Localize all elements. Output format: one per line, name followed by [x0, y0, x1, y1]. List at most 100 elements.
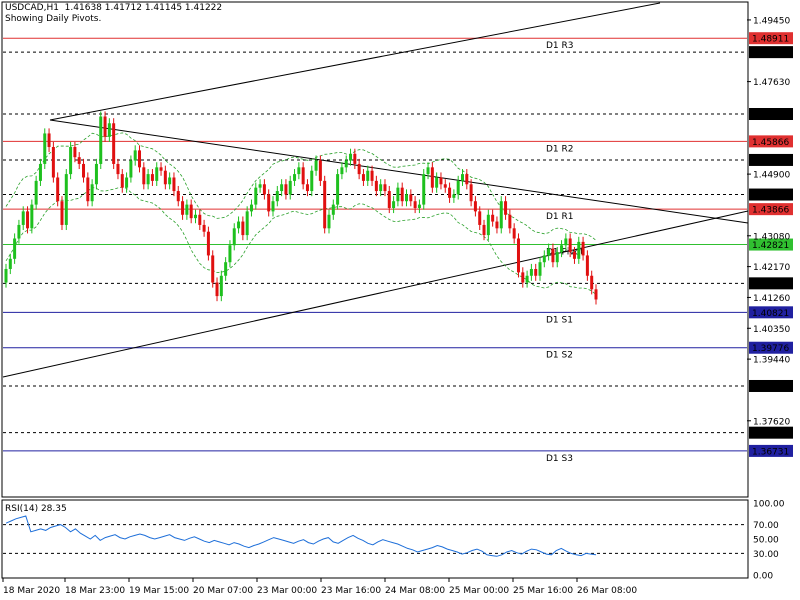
candle-body	[176, 191, 180, 202]
pivot-name: D1 S2	[546, 351, 573, 361]
candle-body	[224, 262, 228, 276]
candle-body	[430, 167, 434, 188]
candle-body	[125, 177, 129, 188]
candle-body	[90, 184, 94, 202]
candle-body	[215, 282, 219, 297]
rsi-plot-frame	[1, 499, 749, 579]
candle-body	[254, 187, 258, 205]
candle-body	[349, 153, 353, 161]
candle-body	[129, 160, 133, 178]
lower-band	[5, 186, 597, 295]
candle-body	[443, 184, 447, 188]
candle-body	[293, 174, 297, 181]
trendlines[interactable]	[2, 2, 749, 378]
pivot-price-tag	[749, 32, 793, 45]
candle-body	[51, 147, 55, 178]
pivot-price-label: 1.39776	[752, 344, 789, 354]
x-tick-label: 18 Mar 2020	[3, 586, 60, 596]
candle-body	[193, 214, 197, 219]
candle-body	[262, 184, 266, 195]
main-plot-frame	[1, 1, 749, 498]
candle-body	[405, 194, 409, 202]
candle-body	[103, 116, 107, 137]
pivot-name: D1 S1	[546, 315, 573, 325]
candle-body	[551, 248, 555, 263]
candle-body	[508, 214, 512, 229]
lower-trendline[interactable]	[2, 210, 749, 378]
candle-body	[99, 116, 103, 164]
candle-body	[258, 184, 262, 188]
candle-body	[318, 160, 322, 181]
price-axis: 1.49450 1.47630 1.44900 1.43080 1.42170 1.412…	[747, 16, 790, 427]
x-tick-label: 24 Mar 08:00	[385, 586, 445, 596]
candle-body	[198, 214, 202, 225]
candle-body	[21, 211, 25, 225]
candle-body	[219, 275, 223, 297]
candle-body	[387, 191, 391, 208]
y-tick-label: 1.43080	[753, 232, 790, 242]
candle-body	[284, 184, 288, 195]
candle-body	[499, 201, 503, 229]
candle-body	[82, 163, 86, 178]
chart-subtitle: Showing Daily Pivots.	[5, 14, 102, 24]
candle-body	[361, 174, 365, 181]
candle-body	[357, 163, 361, 175]
x-tick-label: 18 Mar 23:00	[65, 586, 125, 596]
pivot-price-tag	[749, 306, 793, 319]
candle-body	[181, 201, 185, 215]
candle-body	[374, 180, 378, 192]
pivot-name: D1 S3	[546, 454, 573, 464]
candle-body	[13, 238, 17, 259]
candle-body	[26, 211, 30, 229]
rsi-line	[5, 515, 597, 557]
dashed-price-tag	[749, 108, 793, 121]
upper-trendline[interactable]	[49, 2, 661, 121]
x-tick-label: 26 Mar 08:00	[577, 586, 637, 596]
time-axis: 18 Mar 2020 18 Mar 23:00 19 Mar 15:00 20 Ma…	[2, 578, 637, 596]
candle-body	[271, 201, 275, 212]
x-tick-label: 19 Mar 15:00	[129, 586, 189, 596]
candle-body	[73, 147, 77, 158]
descending-trendline[interactable]	[49, 119, 749, 224]
rsi-tick-label: 0.00	[753, 572, 773, 582]
candle-body	[491, 214, 495, 222]
y-tick-label: 1.42170	[753, 263, 790, 273]
pivot-price-label: 1.36731	[752, 447, 789, 457]
candle-body	[486, 214, 490, 236]
pivot-price-label: 1.40821	[752, 309, 789, 319]
candle-body	[245, 211, 249, 236]
x-tick-label: 25 Mar 00:00	[449, 586, 509, 596]
pivot-price-tag	[749, 203, 793, 216]
candle-body	[331, 204, 335, 215]
candle-body	[228, 245, 232, 263]
y-tick-label: 1.47630	[753, 78, 790, 88]
candle-body	[555, 252, 559, 263]
candle-body	[202, 224, 206, 232]
candle-body	[542, 255, 546, 263]
candle-body	[439, 177, 443, 185]
candle-body	[469, 184, 473, 202]
x-tick-label: 23 Mar 16:00	[321, 586, 381, 596]
dashed-price-tag	[749, 188, 793, 201]
candle-body	[305, 184, 309, 192]
y-tick-label: 1.40350	[753, 325, 790, 335]
pivot-price-tag	[749, 444, 793, 457]
candle-body	[366, 170, 370, 181]
symbol-quote: USDCAD,H1 1.41638 1.41712 1.41145 1.4122…	[5, 3, 223, 13]
dashed-price-tag	[749, 379, 793, 392]
x-tick-label: 20 Mar 07:00	[193, 586, 253, 596]
dashed-price-label: 1.48500	[752, 49, 789, 59]
dashed-price-tag	[749, 426, 793, 439]
candle-body	[301, 167, 305, 185]
candle-body	[512, 228, 516, 239]
candle-body	[69, 147, 73, 175]
candle-body	[426, 167, 430, 175]
candle-body	[232, 228, 236, 246]
candle-body	[564, 238, 568, 246]
y-tick-label: 1.44900	[753, 171, 790, 181]
candle-body	[521, 272, 525, 283]
candle-body	[146, 174, 150, 185]
candle-body	[17, 224, 21, 239]
candle-body	[38, 163, 42, 181]
